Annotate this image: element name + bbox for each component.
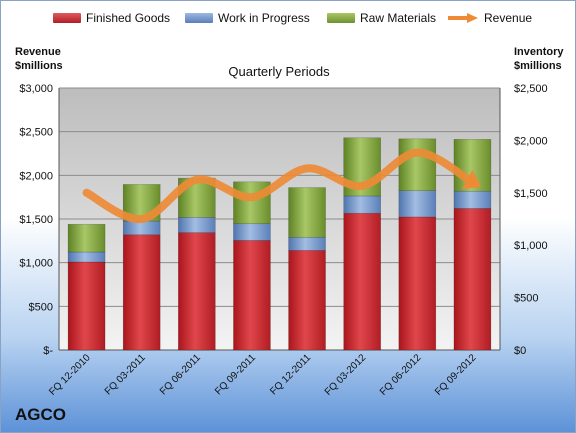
legend-item-revenue: Revenue — [447, 11, 532, 25]
x-tick-label: FQ 06-2011 — [158, 352, 203, 397]
legend: Finished Goods Work in Progress Raw Mate… — [1, 11, 575, 31]
right-tick-label: $0 — [514, 345, 526, 357]
legend-label-work-in-progress: Work in Progress — [218, 11, 310, 25]
x-tick-label: FQ 03-2011 — [103, 352, 148, 397]
bar-work-in-progress — [343, 195, 381, 214]
bar-raw-materials — [398, 138, 437, 192]
arrow-icon — [447, 13, 479, 23]
left-tick-label: $2,500 — [19, 127, 53, 139]
legend-label-finished-goods: Finished Goods — [86, 11, 171, 25]
legend-item-finished-goods: Finished Goods — [53, 11, 170, 25]
right-tick-label: $2,000 — [514, 135, 548, 147]
bar-work-in-progress — [398, 190, 437, 218]
legend-item-raw-materials: Raw Materials — [327, 11, 436, 25]
bar-work-in-progress — [67, 251, 106, 263]
x-tick-label: FQ 06-2012 — [378, 352, 424, 398]
legend-label-revenue: Revenue — [484, 11, 533, 25]
bar-finished-goods — [122, 234, 161, 351]
legend-item-work-in-progress: Work in Progress — [185, 11, 310, 25]
bar-finished-goods — [343, 212, 381, 351]
bar-work-in-progress — [288, 237, 326, 251]
right-tick-label: $500 — [514, 293, 538, 305]
x-tick-label: FQ 12-2011 — [268, 352, 313, 397]
right-tick-label: $2,500 — [514, 83, 548, 95]
left-tick-label: $- — [43, 345, 53, 357]
right-axis-title: Inventory $millions — [514, 45, 564, 73]
legend-swatch-raw-materials — [327, 13, 355, 23]
bar-finished-goods — [288, 250, 326, 351]
revenue-arrowhead — [461, 169, 482, 190]
left-tick-label: $3,000 — [19, 83, 53, 95]
legend-swatch-work-in-progress — [185, 13, 213, 23]
left-tick-label: $2,000 — [19, 170, 53, 182]
right-axis-title-line1: Inventory — [514, 46, 564, 58]
x-tick-label: FQ 03-2012 — [323, 352, 369, 398]
left-axis-title: Revenue $millions — [15, 45, 63, 73]
bar-work-in-progress — [178, 217, 216, 233]
legend-label-raw-materials: Raw Materials — [360, 11, 437, 25]
chart-title: Quarterly Periods — [228, 64, 330, 79]
bar-finished-goods — [398, 216, 437, 351]
x-tick-label: FQ 12-2010 — [47, 352, 93, 398]
company-name: AGCO — [15, 405, 66, 424]
bar-raw-materials — [67, 223, 106, 253]
bar-work-in-progress — [122, 220, 161, 236]
bar-raw-materials — [288, 187, 326, 238]
left-tick-label: $1,000 — [19, 258, 53, 270]
legend-swatch-finished-goods — [53, 13, 81, 23]
x-tick-label: FQ 09-2012 — [433, 352, 479, 398]
left-tick-label: $1,500 — [19, 214, 53, 226]
bar-finished-goods — [453, 208, 492, 351]
right-tick-label: $1,000 — [514, 240, 548, 252]
bar-work-in-progress — [233, 223, 271, 241]
bar-finished-goods — [233, 240, 271, 351]
bar-finished-goods — [67, 261, 106, 351]
left-axis-title-line1: Revenue — [15, 46, 61, 58]
right-axis-title-line2: $millions — [514, 60, 562, 72]
revenue-line — [82, 148, 477, 224]
bar-finished-goods — [178, 232, 216, 351]
left-tick-label: $500 — [29, 301, 53, 313]
x-tick-label: FQ 09-2011 — [213, 352, 258, 397]
left-axis-title-line2: $millions — [15, 60, 63, 72]
bar-work-in-progress — [453, 190, 492, 209]
right-tick-label: $1,500 — [514, 188, 548, 200]
